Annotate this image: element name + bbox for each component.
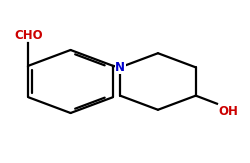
Text: N: N <box>115 61 124 74</box>
Text: OH: OH <box>217 104 237 118</box>
Text: CHO: CHO <box>14 29 42 42</box>
